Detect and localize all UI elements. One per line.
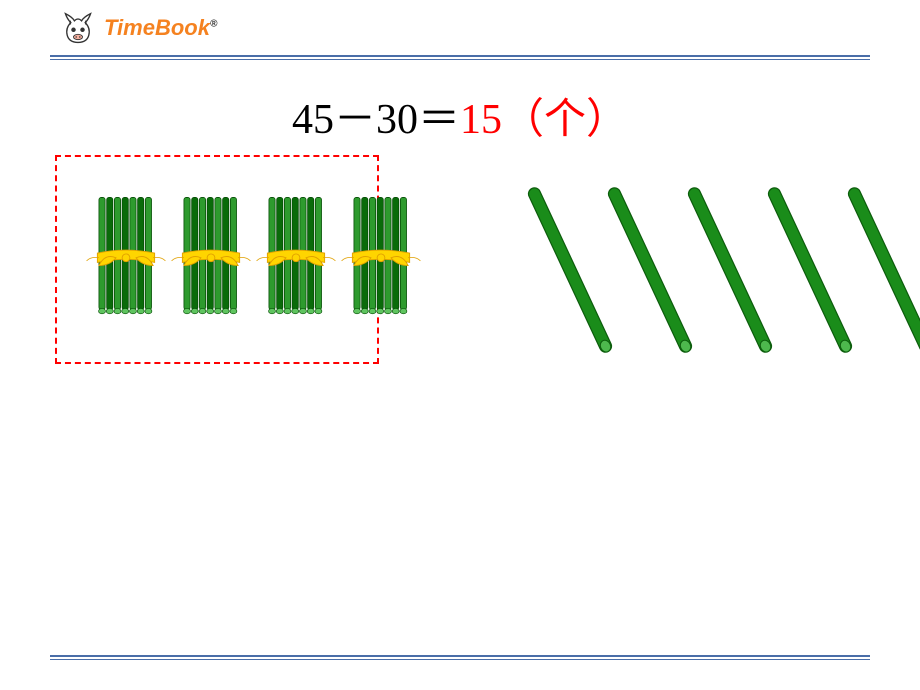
loose-stick bbox=[525, 170, 615, 375]
equation-result: 15 bbox=[460, 97, 502, 143]
stick-bundle bbox=[170, 172, 252, 342]
loose-stick bbox=[605, 170, 695, 375]
top-rule bbox=[50, 55, 870, 60]
stick-bundle bbox=[340, 172, 422, 342]
stick-bundle bbox=[255, 172, 337, 342]
equation: 45－30＝15（个） bbox=[0, 85, 920, 146]
loose-stick bbox=[845, 170, 920, 375]
equation-left: 45－30＝ bbox=[292, 97, 460, 143]
content-area bbox=[55, 155, 875, 395]
loose-stick bbox=[765, 170, 855, 375]
loose-stick bbox=[685, 170, 775, 375]
trademark-icon: ® bbox=[210, 19, 217, 30]
bottom-rule bbox=[50, 655, 870, 660]
cow-logo-icon bbox=[60, 10, 96, 46]
equation-unit: （个） bbox=[502, 97, 628, 143]
loose-sticks-container bbox=[525, 170, 920, 370]
logo-area: TimeBook® bbox=[0, 10, 920, 46]
stick-bundle bbox=[85, 172, 167, 342]
logo-text: TimeBook® bbox=[104, 15, 217, 41]
logo-word: TimeBook bbox=[104, 15, 210, 40]
header: TimeBook® bbox=[0, 10, 920, 60]
